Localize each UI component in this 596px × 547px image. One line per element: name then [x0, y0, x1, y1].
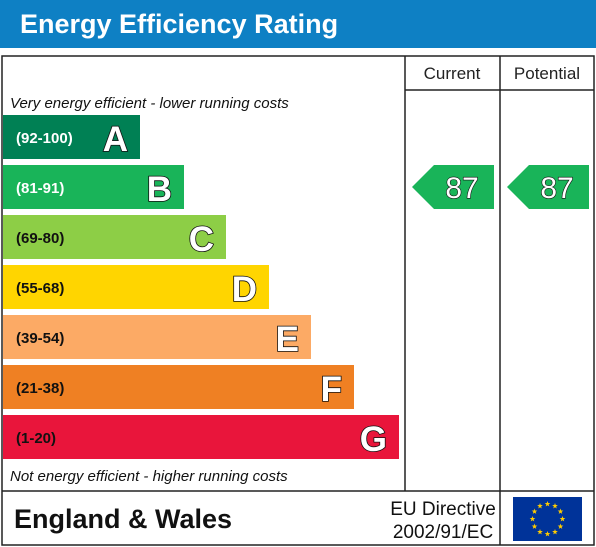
eu-star	[537, 503, 543, 509]
band-c: (69-80) C	[3, 215, 226, 260]
band-letter-label: B	[147, 170, 172, 209]
band-letter-label: E	[276, 320, 299, 359]
top-note: Very energy efficient - lower running co…	[10, 95, 289, 112]
band-letter-label: D	[232, 270, 257, 309]
band-g: (1-20) G	[3, 415, 399, 460]
eu-star	[537, 528, 543, 535]
eu-star	[552, 503, 558, 509]
rating-arrow-current: 87	[412, 165, 494, 209]
band-range-label: (92-100)	[16, 130, 73, 147]
chart-frame	[1, 55, 595, 546]
band-a: (92-100) A	[3, 115, 140, 160]
rating-bands: (92-100) A (81-91) B (69-80) C (55-68) D (39-54)…	[3, 115, 399, 460]
band-bar	[3, 415, 399, 459]
band-range-label: (21-38)	[16, 380, 64, 397]
band-e: (39-54) E	[3, 315, 311, 360]
eu-star	[531, 523, 538, 529]
eu-star	[557, 523, 564, 529]
footer-region: England & Wales	[14, 504, 232, 534]
arrow-shape	[507, 165, 589, 209]
directive-line-2: 2002/91/EC	[393, 522, 493, 543]
band-letter-label: C	[189, 220, 214, 259]
band-letter-label: F	[321, 370, 342, 409]
rating-arrows: 87 87	[412, 165, 589, 209]
rating-value-current: 87	[445, 172, 478, 205]
band-letter-label: A	[103, 120, 128, 159]
band-range-label: (1-20)	[16, 430, 56, 447]
band-bar	[3, 265, 269, 309]
band-range-label: (55-68)	[16, 280, 64, 297]
band-bar	[3, 215, 226, 259]
column-header-potential: Potential	[514, 64, 580, 83]
column-header-current: Current	[424, 64, 481, 83]
eu-star	[544, 501, 551, 507]
header-banner	[0, 0, 596, 48]
bottom-note: Not energy efficient - higher running co…	[10, 468, 288, 485]
band-bar	[3, 115, 140, 159]
band-letter-label: G	[360, 420, 387, 459]
band-bar	[3, 165, 184, 209]
band-b: (81-91) B	[3, 165, 184, 210]
eu-star	[544, 531, 551, 537]
rating-arrow-potential: 87	[507, 165, 589, 209]
band-bar	[3, 315, 311, 359]
arrow-shape	[412, 165, 494, 209]
eu-star	[531, 508, 538, 514]
band-f: (21-38) F	[3, 365, 354, 410]
band-range-label: (69-80)	[16, 230, 64, 247]
chart-title: Energy Efficiency Rating	[20, 9, 338, 39]
eu-star	[529, 516, 536, 522]
directive-line-1: EU Directive	[390, 499, 496, 520]
band-range-label: (39-54)	[16, 330, 64, 347]
eu-flag-icon	[513, 497, 582, 541]
band-bar	[3, 365, 354, 409]
rating-value-potential: 87	[540, 172, 573, 205]
eu-star	[557, 508, 564, 514]
eu-star	[559, 516, 566, 522]
band-d: (55-68) D	[3, 265, 269, 310]
eu-star	[552, 528, 558, 535]
band-range-label: (81-91)	[16, 180, 64, 197]
